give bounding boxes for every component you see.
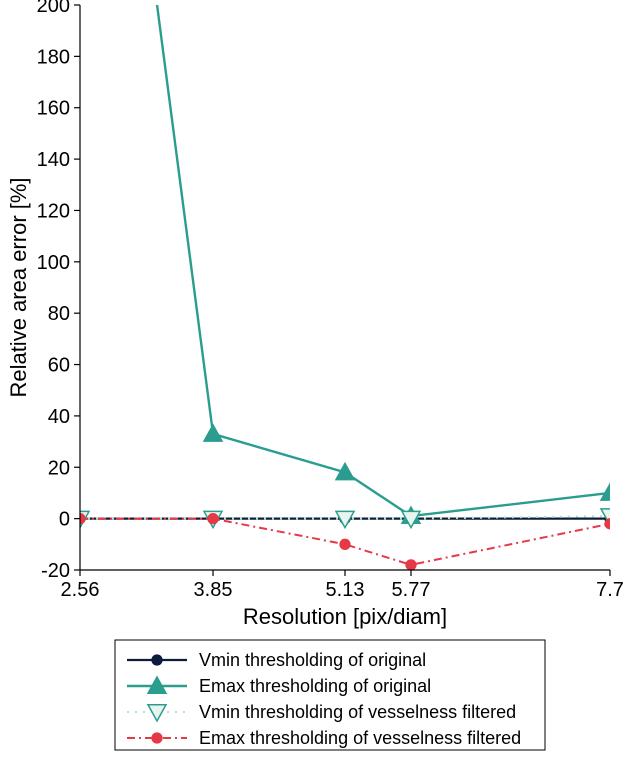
legend-label-vmin_filt: Vmin thresholding of vesselness filtered bbox=[199, 702, 516, 722]
series-line-emax_orig bbox=[80, 0, 610, 516]
x-tick-label: 3.85 bbox=[194, 579, 233, 601]
x-tick-label: 2.56 bbox=[61, 579, 100, 601]
y-tick-label: 200 bbox=[37, 0, 70, 17]
y-tick-label: 60 bbox=[48, 355, 70, 377]
x-tick-label: 5.77 bbox=[392, 579, 431, 601]
x-tick-label: 5.13 bbox=[326, 579, 365, 601]
y-tick-label: 180 bbox=[37, 46, 70, 68]
y-axis-title: Relative area error [%] bbox=[6, 177, 31, 397]
error-vs-resolution-chart: -200204060801001201401601802002.563.855.… bbox=[0, 0, 634, 759]
y-tick-label: 20 bbox=[48, 457, 70, 479]
legend-label-emax_orig: Emax thresholding of original bbox=[199, 676, 431, 696]
y-tick-label: 120 bbox=[37, 200, 70, 222]
y-tick-label: 0 bbox=[59, 509, 70, 531]
y-tick-label: 80 bbox=[48, 303, 70, 325]
x-axis-title: Resolution [pix/diam] bbox=[243, 604, 447, 629]
y-tick-label: 140 bbox=[37, 149, 70, 171]
y-tick-label: 160 bbox=[37, 98, 70, 120]
y-tick-label: 100 bbox=[37, 252, 70, 274]
y-tick-label: 40 bbox=[48, 406, 70, 428]
x-tick-label: 7.7 bbox=[596, 579, 624, 601]
legend-label-vmin_orig: Vmin thresholding of original bbox=[199, 650, 426, 670]
legend-label-emax_filt: Emax thresholding of vesselness filtered bbox=[199, 728, 521, 748]
